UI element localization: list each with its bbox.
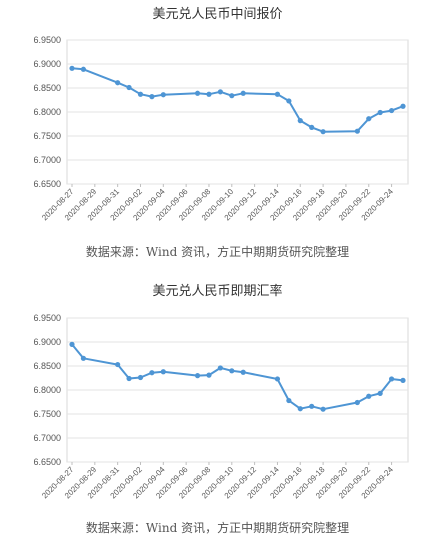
series-line	[71, 343, 404, 411]
data-point-marker	[80, 355, 87, 361]
data-point-marker	[206, 372, 212, 378]
data-point-marker	[137, 91, 144, 97]
data-point-marker	[320, 129, 326, 135]
data-point-marker	[126, 84, 132, 91]
y-tick-label: 6.9000	[33, 337, 61, 347]
data-point-marker	[240, 369, 246, 375]
series-line	[71, 67, 404, 133]
data-point-marker	[149, 94, 155, 100]
data-point-marker	[240, 90, 246, 96]
data-point-marker	[354, 128, 360, 134]
y-tick-label: 6.8000	[33, 107, 61, 117]
data-point-marker	[137, 374, 144, 381]
data-point-marker	[274, 376, 281, 382]
data-point-marker	[217, 365, 223, 371]
data-point-marker	[388, 376, 395, 382]
data-point-marker	[286, 397, 292, 404]
y-tick-label: 6.7000	[33, 155, 61, 165]
data-point-marker	[194, 373, 201, 379]
data-point-marker	[388, 107, 395, 114]
y-tick-label: 6.8500	[33, 83, 61, 93]
y-tick-label: 6.6500	[33, 457, 61, 467]
y-tick-label: 6.8500	[33, 361, 61, 371]
data-point-marker	[286, 98, 292, 104]
data-point-marker	[80, 66, 87, 72]
data-point-marker	[366, 116, 372, 122]
data-point-marker	[366, 393, 372, 399]
data-point-marker	[309, 403, 315, 409]
y-tick-label: 6.9500	[33, 313, 61, 323]
data-point-marker	[320, 406, 326, 412]
data-point-marker	[229, 93, 235, 99]
data-point-marker	[229, 368, 235, 374]
data-point-marker	[274, 91, 281, 97]
y-tick-label: 6.8000	[33, 385, 61, 395]
data-point-marker	[206, 91, 212, 97]
chart-1-plot: 6.6500 6.7000 6.7500 6.8000 6.8500 6.9000 6.95…	[33, 35, 409, 222]
data-point-marker	[149, 370, 155, 376]
data-point-marker	[400, 377, 406, 383]
y-tick-label: 6.7500	[33, 131, 61, 141]
y-tick-label: 6.9500	[33, 35, 61, 45]
data-point-marker	[69, 341, 75, 347]
data-point-marker	[160, 92, 166, 98]
chart-2-title: 美元兑人民币即期汇率	[152, 284, 283, 299]
data-point-marker	[126, 375, 132, 382]
data-point-marker	[354, 399, 360, 406]
data-point-marker	[115, 361, 121, 368]
chart-1-source-note: 数据来源：Wind 资讯，方正中期期货研究院整理	[85, 245, 350, 259]
data-point-marker	[377, 109, 383, 116]
data-point-marker	[377, 390, 383, 396]
data-point-marker	[69, 65, 75, 71]
y-tick-label: 6.9000	[33, 59, 61, 69]
chart-2-plot: 6.6500 6.7000 6.7500 6.8000 6.8500 6.9000 6.95…	[33, 313, 409, 500]
chart-2-source-note: 数据来源：Wind 资讯，方正中期期货研究院整理	[85, 521, 350, 535]
chart-1-title: 美元兑人民币中间报价	[152, 7, 283, 22]
y-tick-label: 6.7000	[33, 433, 61, 443]
data-point-marker	[400, 103, 406, 109]
data-point-marker	[297, 406, 303, 412]
data-point-marker	[309, 124, 315, 130]
data-point-marker	[194, 90, 201, 96]
data-point-marker	[217, 89, 223, 95]
y-tick-label: 6.6500	[33, 179, 61, 189]
data-point-marker	[160, 369, 166, 375]
data-point-marker	[297, 118, 303, 124]
data-point-marker	[115, 80, 121, 86]
y-tick-label: 6.7500	[33, 409, 61, 419]
